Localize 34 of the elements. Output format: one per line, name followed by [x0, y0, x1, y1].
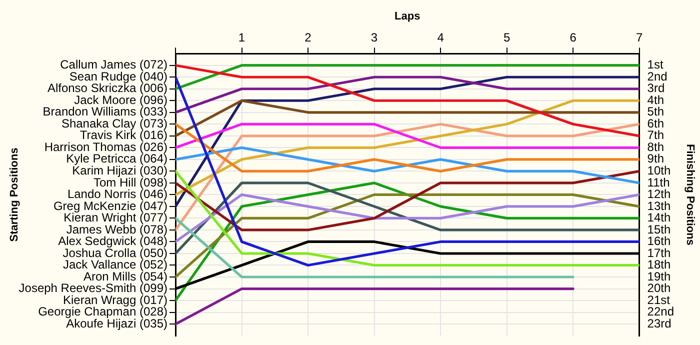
y-tick-label: 13th — [647, 198, 671, 213]
y-tick-label: 14th — [647, 210, 671, 225]
y-tick-label: 12th — [647, 187, 671, 202]
x-tick-label: 7 — [636, 30, 643, 45]
y-tick-label: 23rd — [647, 316, 672, 330]
y-tick-label: 18th — [647, 258, 671, 272]
y-tick-label: 10th — [647, 163, 671, 178]
x-tick-label: 2 — [304, 30, 312, 45]
y-tick-label: 16th — [647, 234, 671, 248]
y-tick-label: 21st — [647, 292, 671, 307]
y-tick-label: 9th — [647, 152, 664, 166]
y-tick-label: 17th — [647, 246, 671, 260]
y-tick-label: 22nd — [647, 304, 674, 319]
y-tick-label: 5th — [647, 104, 664, 119]
y-tick-label: 1st — [647, 58, 664, 72]
text: Starting Positions — [8, 148, 21, 242]
x-tick-label: 4 — [437, 30, 444, 45]
y-axis-title: Finishing Positions — [684, 144, 696, 246]
y-tick-label: 19th — [647, 269, 671, 284]
y-tick-label: 4th — [647, 92, 664, 107]
y-tick-label: 6th — [647, 116, 664, 130]
y-tick-label: 2nd — [647, 69, 668, 84]
y-tick-label: 15th — [647, 222, 671, 236]
y-tick-label: 3rd — [647, 81, 665, 96]
x-tick-label: 6 — [570, 30, 577, 45]
x-tick-label: 5 — [503, 30, 510, 45]
category-label: Callum James (072) — [60, 58, 168, 72]
x-tick-label: 1 — [238, 30, 246, 45]
x-tick-label: 3 — [370, 30, 378, 45]
y-tick-label: 8th — [647, 140, 664, 154]
x-axis-title: Laps — [394, 10, 420, 23]
y-tick-label: 11th — [647, 175, 670, 190]
y-tick-label: 7th — [647, 128, 664, 142]
y-tick-label: 20th — [647, 281, 671, 296]
